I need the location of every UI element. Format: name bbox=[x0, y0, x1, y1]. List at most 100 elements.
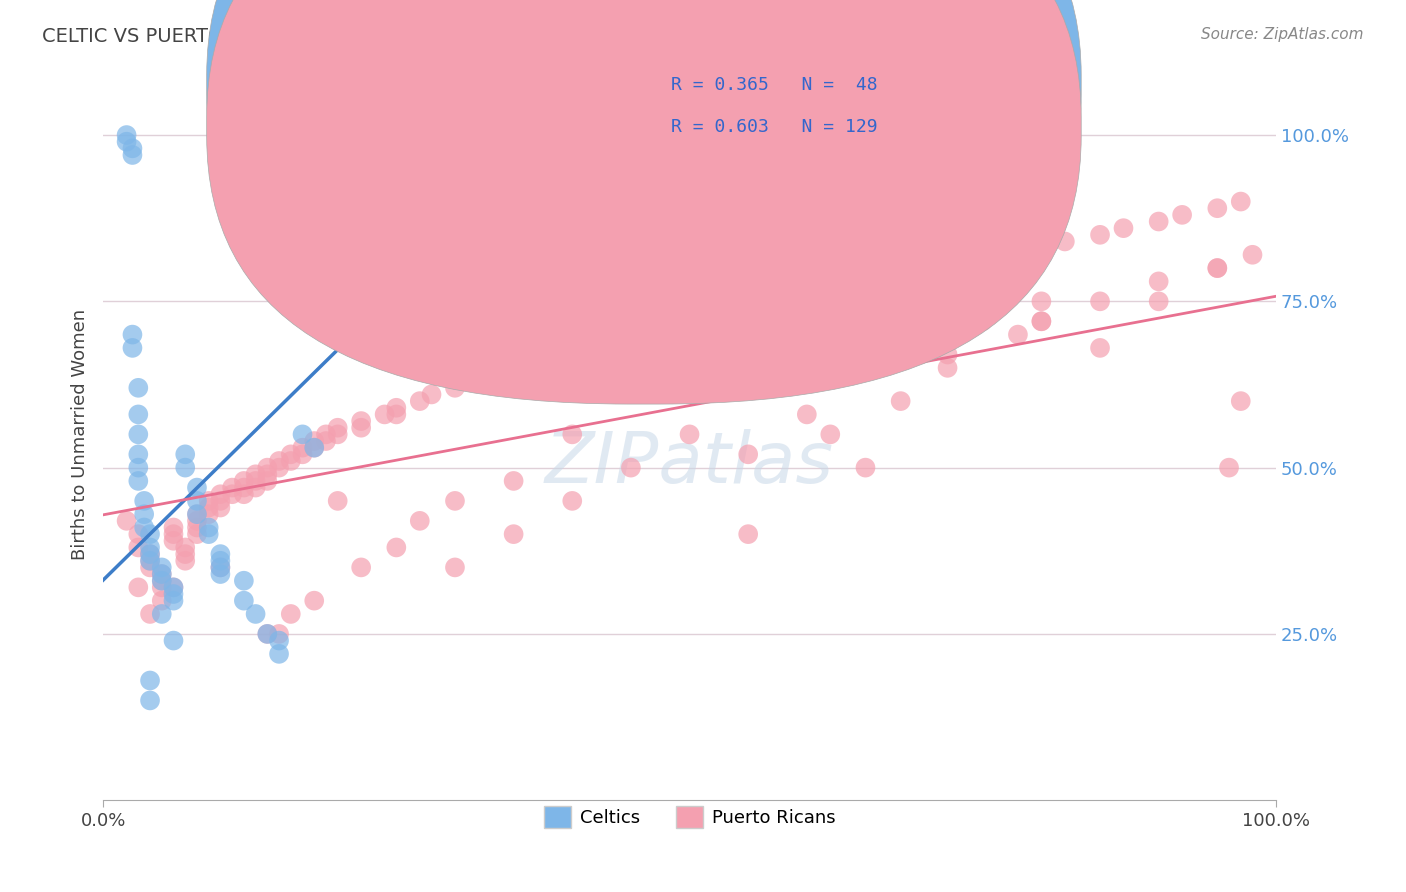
Point bbox=[796, 408, 818, 422]
Point bbox=[936, 347, 959, 361]
Point bbox=[1112, 221, 1135, 235]
Point bbox=[139, 547, 162, 561]
Point bbox=[385, 401, 408, 415]
Point bbox=[127, 447, 149, 461]
Point bbox=[150, 580, 173, 594]
Point bbox=[186, 507, 208, 521]
Point bbox=[232, 574, 254, 588]
Point bbox=[502, 360, 524, 375]
Point bbox=[186, 527, 208, 541]
Point bbox=[139, 673, 162, 688]
Point bbox=[197, 520, 219, 534]
Point bbox=[912, 308, 935, 322]
Point bbox=[1218, 460, 1240, 475]
Point bbox=[197, 507, 219, 521]
Point bbox=[127, 460, 149, 475]
Point bbox=[291, 427, 314, 442]
Text: R = 0.603   N = 129: R = 0.603 N = 129 bbox=[671, 118, 877, 136]
Point bbox=[796, 341, 818, 355]
Point bbox=[209, 500, 232, 515]
Point bbox=[1241, 248, 1264, 262]
Point bbox=[174, 447, 197, 461]
Point bbox=[174, 460, 197, 475]
Point bbox=[209, 554, 232, 568]
Point bbox=[209, 560, 232, 574]
Point bbox=[1088, 294, 1111, 309]
Legend: Celtics, Puerto Ricans: Celtics, Puerto Ricans bbox=[536, 798, 842, 835]
Point bbox=[256, 627, 278, 641]
Point bbox=[139, 607, 162, 621]
Point bbox=[678, 427, 700, 442]
Point bbox=[280, 607, 302, 621]
Point bbox=[267, 454, 290, 468]
Point bbox=[221, 487, 243, 501]
Point bbox=[737, 527, 759, 541]
Point bbox=[1007, 327, 1029, 342]
Point bbox=[1229, 194, 1251, 209]
Point bbox=[936, 360, 959, 375]
Point bbox=[127, 381, 149, 395]
Point bbox=[409, 514, 432, 528]
Point bbox=[174, 547, 197, 561]
Point bbox=[502, 474, 524, 488]
Point bbox=[1147, 274, 1170, 288]
Point bbox=[267, 460, 290, 475]
Point bbox=[232, 481, 254, 495]
Point bbox=[232, 593, 254, 607]
Point bbox=[409, 394, 432, 409]
Point bbox=[291, 441, 314, 455]
Point bbox=[121, 141, 143, 155]
Point bbox=[174, 541, 197, 555]
Point bbox=[256, 460, 278, 475]
Point bbox=[420, 387, 443, 401]
Point bbox=[127, 541, 149, 555]
Point bbox=[796, 294, 818, 309]
Point bbox=[150, 593, 173, 607]
Point bbox=[972, 254, 994, 268]
Point bbox=[197, 527, 219, 541]
Point bbox=[620, 327, 643, 342]
Point bbox=[912, 268, 935, 282]
Point bbox=[115, 514, 138, 528]
Point bbox=[444, 494, 467, 508]
Point bbox=[127, 474, 149, 488]
Point bbox=[1031, 314, 1053, 328]
Point bbox=[139, 560, 162, 574]
Point bbox=[350, 421, 373, 435]
Point bbox=[444, 381, 467, 395]
Point bbox=[1171, 208, 1194, 222]
Point bbox=[139, 693, 162, 707]
Point bbox=[1147, 214, 1170, 228]
Point bbox=[134, 494, 156, 508]
Point bbox=[350, 414, 373, 428]
Point bbox=[890, 274, 912, 288]
Point bbox=[127, 580, 149, 594]
Point bbox=[186, 514, 208, 528]
Point bbox=[232, 474, 254, 488]
Point bbox=[1229, 394, 1251, 409]
Point bbox=[256, 467, 278, 482]
Point bbox=[162, 527, 184, 541]
Point bbox=[291, 447, 314, 461]
Point bbox=[280, 454, 302, 468]
Point bbox=[197, 500, 219, 515]
Point bbox=[162, 593, 184, 607]
Point bbox=[209, 560, 232, 574]
Point bbox=[737, 381, 759, 395]
Point bbox=[245, 474, 267, 488]
Point bbox=[150, 567, 173, 582]
Point bbox=[1031, 294, 1053, 309]
Point bbox=[127, 427, 149, 442]
Point bbox=[134, 520, 156, 534]
Point bbox=[267, 633, 290, 648]
Point bbox=[209, 494, 232, 508]
Point bbox=[186, 494, 208, 508]
Point bbox=[502, 527, 524, 541]
Point bbox=[280, 447, 302, 461]
Point bbox=[209, 487, 232, 501]
Point bbox=[139, 554, 162, 568]
Point bbox=[972, 314, 994, 328]
Point bbox=[139, 554, 162, 568]
Point bbox=[121, 327, 143, 342]
Point bbox=[139, 547, 162, 561]
